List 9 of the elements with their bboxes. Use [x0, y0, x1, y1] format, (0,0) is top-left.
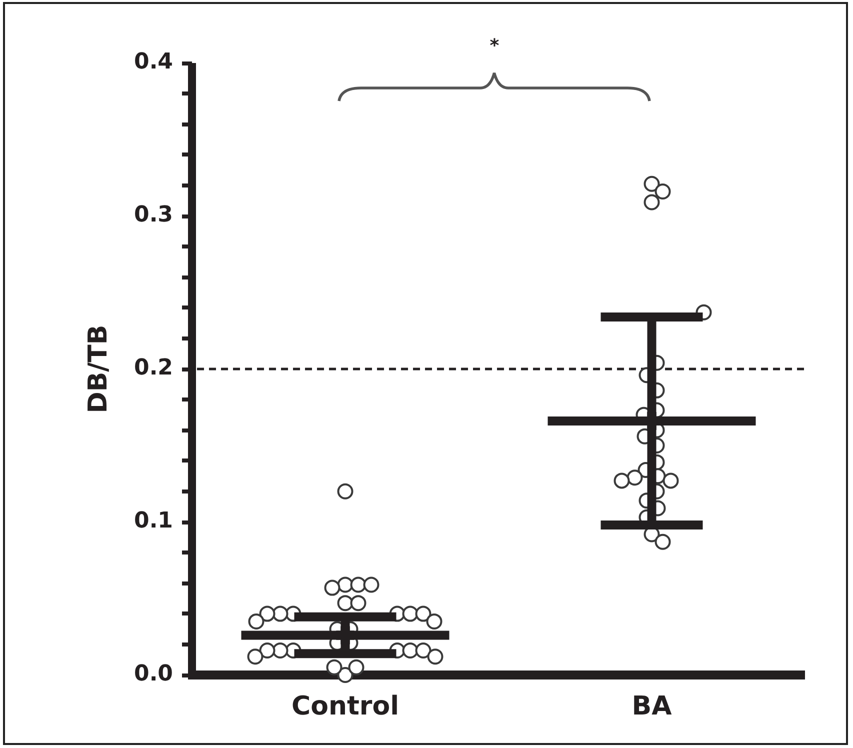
y-axis-title: DB/TB: [83, 324, 114, 414]
x-tick-label: BA: [632, 691, 672, 722]
y-tick-label: 0.2: [134, 356, 173, 381]
y-tick-label: 0.0: [134, 662, 173, 687]
text: *: [490, 36, 500, 57]
y-tick-label: 0.3: [134, 202, 173, 228]
y-tick-label: 0.4: [134, 50, 173, 75]
x-tick-label: Control: [292, 691, 399, 722]
y-tick-label: 0.1: [134, 508, 173, 534]
